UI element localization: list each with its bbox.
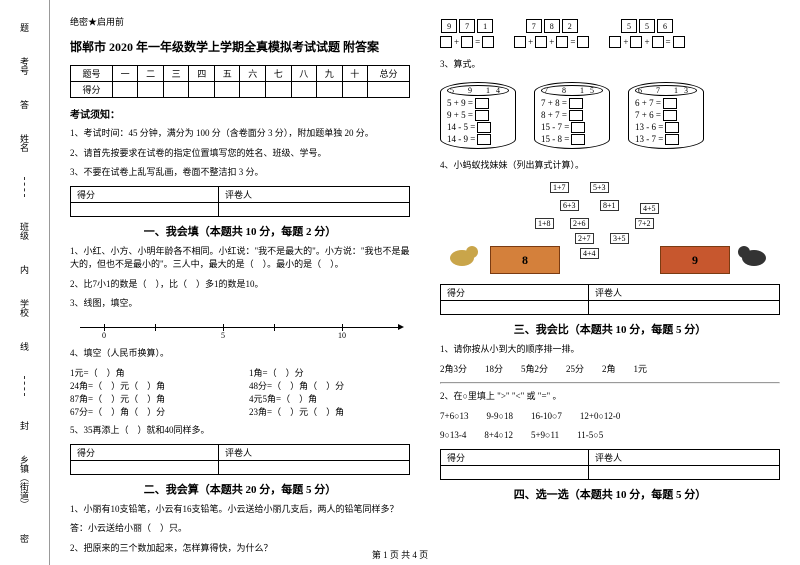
question: 2、比7小1的数是（ ），比（ ）多1的数是10。 [70,278,410,292]
notice-item: 2、请首先按要求在试卷的指定位置填写您的姓名、班级、学号。 [70,147,410,161]
eq-group: 782 ++= [514,19,589,48]
equation-box-row: 971 += 782 ++= 556 ++= [440,19,780,48]
exam-title: 邯郸市 2020 年一年级数学上学期全真模拟考试试题 附答案 [70,38,410,55]
section-1-title: 一、我会填（本题共 10 分，每题 2 分） [70,223,410,239]
section-4-title: 四、选一选（本题共 10 分，每题 5 分） [440,486,780,502]
question: 1、小红、小方、小明年龄各不相同。小红说："我不是最大的"。小方说："我也不是最… [70,245,410,272]
spine-label: 线 [18,342,31,351]
spine-label: 答 [18,100,31,109]
question: 4、填空（人民币换算）。 [70,347,410,361]
crate: 9 [660,246,730,274]
question-line: 7+6○13 9-9○18 16-10○7 12+0○12-0 [440,410,780,424]
spine-field: 学校 [18,299,31,317]
content-columns: 绝密★启用前 邯郸市 2020 年一年级数学上学期全真模拟考试试题 附答案 题号… [50,0,800,565]
question: 2、在○里填上 ">" "<" 或 "=" 。 [440,390,780,404]
question: 4、小蚂蚁找妹妹（列出算式计算）。 [440,159,780,173]
cylinder: 5 9 14 5 + 9 = 9 + 5 = 14 - 5 = 14 - 9 = [440,82,516,149]
spine-label: 内 [18,265,31,274]
question-line: 2角3分 18分 5角2分 25分 2角 1元 [440,363,780,377]
marker-table: 得分评卷人 [440,449,780,480]
exam-page: 题 考号 答 姓名 班级 内 学校 线 封 乡镇（街道） 密 绝密★启用前 邯郸… [0,0,800,565]
answer-line: 答：小云送给小丽（ ）只。 [70,522,410,536]
ant-icon [736,234,776,274]
spine-field: 乡镇（街道） [18,455,31,509]
cylinder: 6 7 13 6 + 7 = 7 + 6 = 13 - 6 = 13 - 7 = [628,82,704,149]
page-footer: 第 1 页 共 4 页 [372,548,428,561]
question: 1、小丽有10支铅笔，小云有16支铅笔。小云送给小丽几支后，两人的铅笔同样多？ [70,503,410,517]
eq-group: 556 ++= [609,19,684,48]
right-column: 971 += 782 ++= 556 ++= 3、算式。 5 9 14 5 + … [440,15,780,555]
score-table: 题号一二三四五六七八九十总分 得分 [70,65,410,98]
question-line: 9○13-4 8+4○12 5+9○11 11-5○5 [440,429,780,443]
answer-line [440,382,780,384]
section-2-title: 二、我会算（本题共 20 分，每题 5 分） [70,481,410,497]
notice-heading: 考试须知： [70,106,410,121]
question: 5、35再添上（ ）就和40同样多。 [70,424,410,438]
crate: 8 [490,246,560,274]
ant-illustration: 8 9 1+7 5+3 6+3 8+1 1+8 2+6 7+2 2+7 4+5 … [440,178,780,278]
marker-table: 得分评卷人 [440,284,780,315]
table-row: 题号一二三四五六七八九十总分 [71,66,410,82]
dashed-line [24,376,25,396]
number-line: 0 5 10 [70,321,410,337]
money-grid: 1元=（ ）角1角=（ ）分 24角=（ ）元（ ）角48分=（ ）角（ ）分 … [70,366,410,418]
question: 3、算式。 [440,58,780,72]
eq-group: 971 += [440,19,494,48]
dashed-line [24,177,25,197]
spine-label: 封 [18,421,31,430]
marker-table: 得分评卷人 [70,186,410,217]
notice-item: 1、考试时间：45 分钟，满分为 100 分（含卷面分 3 分），附加题单独 2… [70,127,410,141]
spine-field: 姓名 [18,134,31,152]
cylinder-row: 5 9 14 5 + 9 = 9 + 5 = 14 - 5 = 14 - 9 =… [440,82,780,149]
marker-table: 得分评卷人 [70,444,410,475]
question: 1、请你按从小到大的顺序排一排。 [440,343,780,357]
ant-icon [444,234,484,274]
table-row: 得分 [71,82,410,98]
question: 2、把原来的三个数加起来，怎样算得快，为什么？ [70,542,410,556]
spine-field: 考号 [18,57,31,75]
question: 3、线图，填空。 [70,297,410,311]
binding-spine: 题 考号 答 姓名 班级 内 学校 线 封 乡镇（街道） 密 [0,0,50,565]
spine-field: 班级 [18,222,31,240]
left-column: 绝密★启用前 邯郸市 2020 年一年级数学上学期全真模拟考试试题 附答案 题号… [70,15,410,555]
notice-item: 3、不要在试卷上乱写乱画，卷面不整洁扣 3 分。 [70,166,410,180]
section-3-title: 三、我会比（本题共 10 分，每题 5 分） [440,321,780,337]
spine-label: 题 [18,23,31,32]
spine-label: 密 [18,534,31,543]
confidential-label: 绝密★启用前 [70,15,410,28]
cylinder: 7 8 15 7 + 8 = 8 + 7 = 15 - 7 = 15 - 8 = [534,82,610,149]
